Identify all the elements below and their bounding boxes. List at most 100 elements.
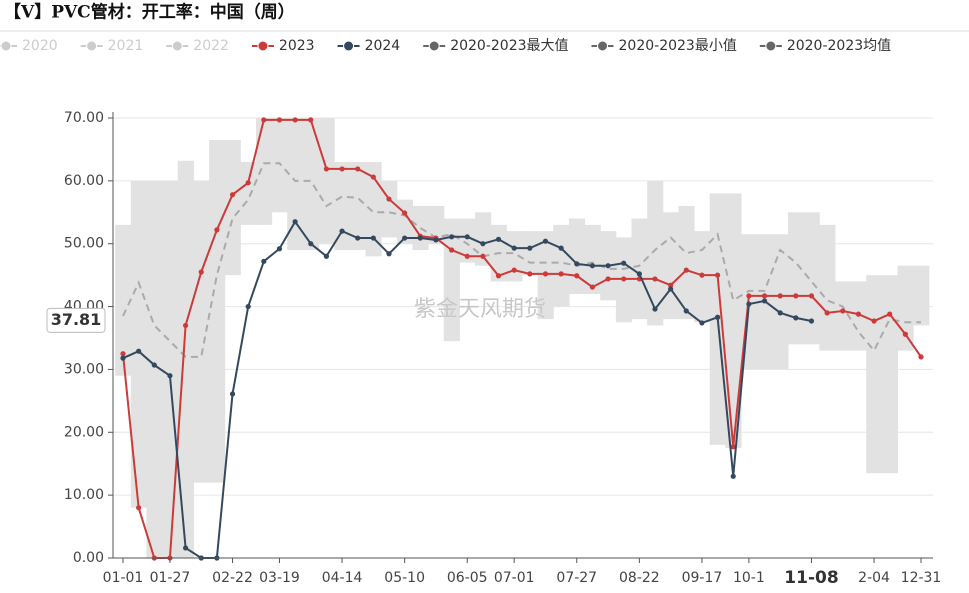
data-point — [339, 228, 345, 234]
legend-icon — [765, 40, 777, 52]
range-band — [459, 218, 476, 263]
data-point — [276, 117, 283, 123]
data-point — [214, 227, 220, 233]
data-point — [386, 196, 392, 202]
data-point — [229, 391, 236, 397]
data-point — [542, 238, 549, 244]
data-point — [511, 245, 517, 251]
range-band — [662, 212, 679, 320]
range-band — [725, 193, 742, 448]
data-point — [261, 117, 267, 123]
range-band — [115, 224, 132, 376]
data-point — [480, 241, 486, 247]
data-point — [511, 267, 517, 273]
data-point — [417, 235, 423, 241]
data-point — [167, 373, 173, 379]
data-point — [683, 308, 689, 314]
range-band — [177, 160, 194, 558]
range-band — [334, 162, 351, 250]
data-point — [402, 235, 408, 241]
data-point — [120, 351, 126, 357]
data-point — [730, 473, 736, 479]
range-band — [913, 265, 930, 326]
data-point — [355, 235, 361, 241]
range-band — [834, 281, 852, 351]
data-point — [652, 276, 658, 282]
data-point — [542, 271, 549, 277]
legend-label: 2022 — [193, 38, 229, 54]
y-tick-label: 30.00 — [64, 361, 104, 377]
x-tick-label: 07-27 — [556, 570, 597, 586]
legend-icon — [597, 40, 609, 52]
legend-label: 2020-2023最小值 — [619, 38, 737, 54]
data-point — [433, 237, 439, 243]
data-point — [229, 192, 236, 198]
legend-label: 2020 — [22, 38, 58, 54]
range-band — [788, 212, 805, 345]
legend-icon — [428, 40, 440, 52]
data-point — [793, 293, 799, 299]
legend-icon — [86, 40, 98, 52]
x-tick-label: 06-05 — [447, 570, 488, 586]
legend-icon — [171, 40, 183, 52]
data-point — [652, 306, 658, 312]
data-point — [386, 251, 392, 257]
series-line — [122, 118, 922, 559]
data-point — [198, 269, 204, 275]
range-band — [819, 224, 836, 351]
data-point — [808, 293, 815, 299]
data-point — [480, 253, 486, 259]
data-point — [605, 263, 611, 269]
data-point — [668, 282, 674, 288]
data-point — [182, 322, 189, 329]
y-tick-label: 70.00 — [64, 110, 104, 126]
data-point — [276, 246, 283, 252]
x-tick-label: 04-14 — [322, 570, 363, 586]
average-line — [122, 162, 921, 358]
range-band — [224, 140, 241, 276]
legend-label: 2023 — [279, 38, 315, 54]
data-point — [355, 166, 361, 172]
range-band — [803, 212, 820, 345]
data-point — [824, 310, 830, 316]
data-point — [292, 219, 298, 225]
range-band — [522, 231, 539, 276]
x-tick-label: 11-08 — [784, 568, 838, 588]
data-point — [339, 166, 345, 172]
data-point — [699, 272, 705, 278]
x-tick-label: 02-22 — [212, 570, 253, 586]
data-point — [621, 276, 627, 282]
x-tick-label: 09-17 — [682, 570, 723, 586]
chart-title: 【V】PVC管材：开工率：中国（周） — [4, 2, 295, 23]
legend-icon — [0, 40, 12, 52]
range-band — [256, 118, 273, 225]
data-point — [902, 331, 908, 337]
legend-icon — [257, 40, 269, 52]
data-point — [120, 355, 126, 361]
x-tick-label: 07-01 — [494, 570, 535, 586]
x-tick-label: 10-1 — [733, 570, 765, 586]
data-point — [495, 273, 502, 279]
data-point — [182, 545, 189, 551]
data-point — [668, 286, 674, 292]
range-band — [302, 118, 320, 250]
data-point — [370, 235, 376, 241]
range-band — [506, 231, 523, 282]
range-band — [553, 224, 570, 307]
x-tick-label: 08-22 — [619, 570, 660, 586]
x-tick-label: 01-01 — [103, 570, 144, 586]
range-band — [130, 180, 147, 508]
range-band — [240, 162, 257, 225]
data-point — [840, 308, 846, 314]
data-point — [777, 293, 783, 299]
legend-label: 2020-2023均值 — [787, 38, 891, 54]
range-band — [318, 118, 335, 244]
data-point — [605, 276, 611, 282]
range-band — [443, 218, 460, 342]
data-point — [292, 117, 298, 123]
range-band — [365, 162, 382, 257]
y-tick-label: 20.00 — [64, 424, 104, 440]
x-tick-label: 05-10 — [384, 570, 425, 586]
legend-label: 2024 — [365, 38, 401, 54]
